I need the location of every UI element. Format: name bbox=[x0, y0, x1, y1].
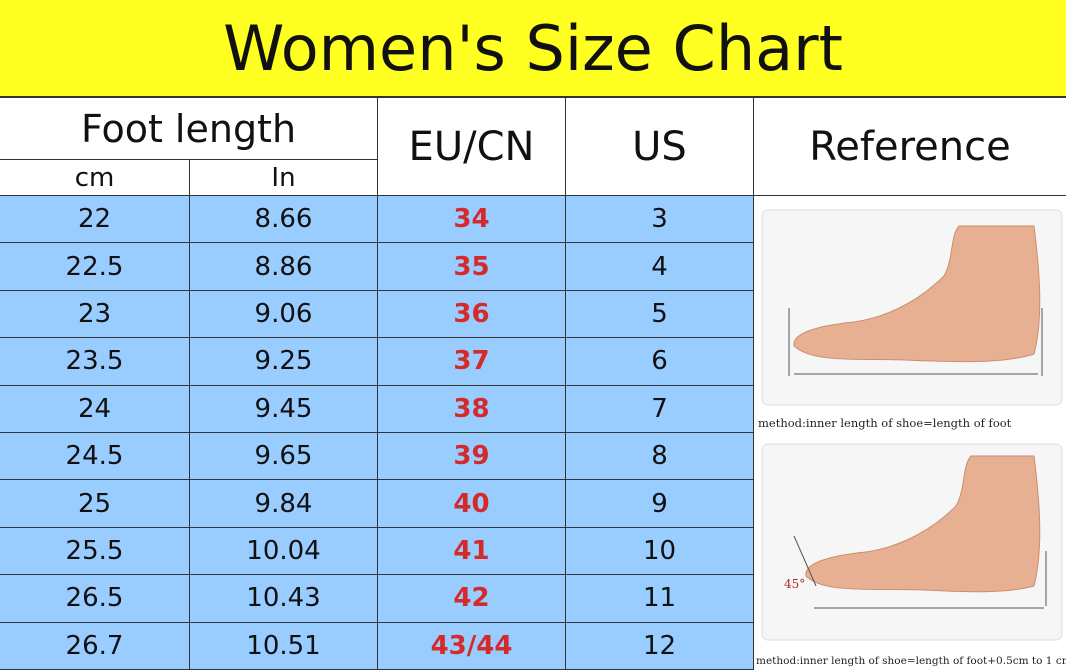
caption: method:inner length of shoe=length of fo… bbox=[758, 416, 1012, 430]
eu-cn-cell: 40 bbox=[378, 480, 566, 528]
eu-cn-cell: 43/44 bbox=[378, 622, 566, 670]
in-cell: 10.51 bbox=[190, 622, 378, 670]
cm-cell: 26.7 bbox=[0, 622, 190, 670]
title: Women's Size Chart bbox=[0, 0, 1066, 98]
angle-line bbox=[793, 535, 817, 587]
cm-cell: 26.5 bbox=[0, 575, 190, 623]
eu-cn-cell: 42 bbox=[378, 575, 566, 623]
in-cell: 9.84 bbox=[190, 480, 378, 528]
foot bbox=[793, 225, 1041, 363]
us-cell: 12 bbox=[566, 622, 754, 670]
in-cell: 10.04 bbox=[190, 527, 378, 576]
in-cell: 9.45 bbox=[190, 385, 378, 433]
us-cell: 5 bbox=[566, 290, 754, 339]
caption: method:inner length of shoe=length of fo… bbox=[756, 655, 1066, 667]
in-cell: 10.43 bbox=[190, 575, 378, 623]
eu-cn-cell: 41 bbox=[378, 527, 566, 576]
eu-cn-cell: 37 bbox=[378, 338, 566, 386]
in-cell: 9.65 bbox=[190, 433, 378, 481]
in-cell: 8.86 bbox=[190, 243, 378, 291]
in-cell: 8.66 bbox=[190, 196, 378, 244]
us-cell: 8 bbox=[566, 433, 754, 481]
us-cell: 9 bbox=[566, 480, 754, 528]
us-cell: 11 bbox=[566, 575, 754, 623]
eu-cn-cell: 35 bbox=[378, 243, 566, 291]
foot bbox=[805, 455, 1041, 593]
header-eu-cn: EU/CN bbox=[378, 98, 566, 196]
header-cm: cm bbox=[0, 160, 190, 196]
cm-cell: 25.5 bbox=[0, 527, 190, 576]
cm-cell: 23.5 bbox=[0, 338, 190, 386]
in-cell: 9.25 bbox=[190, 338, 378, 386]
eu-cn-cell: 38 bbox=[378, 385, 566, 433]
reference-illustration: method:inner length of shoe=length of fo… bbox=[754, 196, 1066, 670]
us-cell: 10 bbox=[566, 527, 754, 576]
cm-cell: 22.5 bbox=[0, 243, 190, 291]
cm-cell: 23 bbox=[0, 290, 190, 339]
cm-cell: 24 bbox=[0, 385, 190, 433]
eu-cn-cell: 39 bbox=[378, 433, 566, 481]
header-foot-length: Foot length bbox=[0, 98, 378, 160]
in-cell: 9.06 bbox=[190, 290, 378, 339]
us-cell: 3 bbox=[566, 196, 754, 244]
cm-cell: 25 bbox=[0, 480, 190, 528]
cm-cell: 24.5 bbox=[0, 433, 190, 481]
eu-cn-cell: 34 bbox=[378, 196, 566, 244]
header-reference: Reference bbox=[754, 98, 1066, 196]
angle-label: 45° bbox=[784, 577, 805, 591]
us-cell: 6 bbox=[566, 338, 754, 386]
us-cell: 7 bbox=[566, 385, 754, 433]
us-cell: 4 bbox=[566, 243, 754, 291]
eu-cn-cell: 36 bbox=[378, 290, 566, 339]
cm-cell: 22 bbox=[0, 196, 190, 244]
header-us: US bbox=[566, 98, 754, 196]
header-in: In bbox=[190, 160, 378, 196]
